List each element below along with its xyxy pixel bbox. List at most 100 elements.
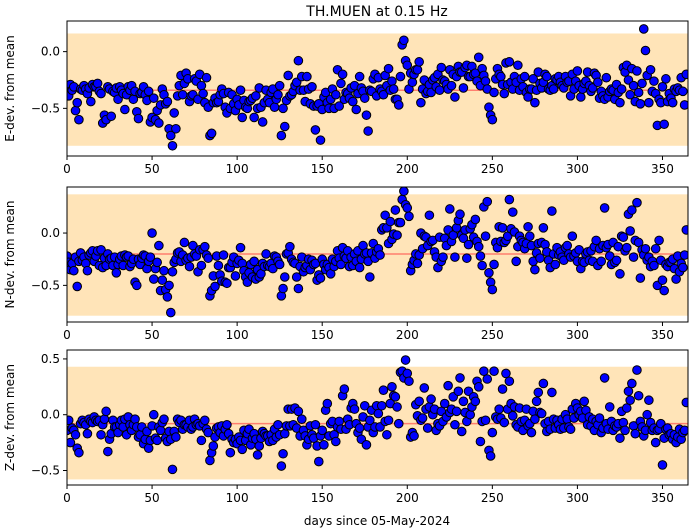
data-point (203, 253, 214, 263)
data-point (547, 206, 557, 216)
y-tick-label: −0.5 (31, 278, 60, 292)
data-point (274, 259, 285, 270)
panel-z-dev: 0 50 100 150 200 250 300 350 0.5 0.0 −0.5 Z-dev. fr… (3, 349, 689, 505)
data-point (225, 447, 236, 458)
data-point (283, 70, 293, 81)
data-point (147, 228, 157, 238)
data-point (378, 385, 389, 395)
data-point (222, 419, 232, 430)
data-point (285, 241, 295, 252)
data-point (336, 78, 346, 89)
data-point (443, 380, 453, 391)
data-point (365, 415, 375, 426)
plot-area-z (67, 355, 688, 480)
data-point (426, 394, 436, 404)
x-tick-label: 50 (144, 491, 159, 505)
data-point (99, 414, 110, 424)
data-point (177, 89, 188, 100)
data-point (130, 414, 140, 424)
panel-n-dev: 0 50 100 150 200 250 300 350 0.0 −0.5 N-dev. from … (3, 186, 689, 342)
data-point (148, 93, 159, 103)
data-point (644, 395, 654, 406)
data-point (511, 256, 521, 267)
data-point (331, 436, 341, 447)
data-point (594, 413, 605, 423)
data-point (438, 252, 448, 262)
x-tick-label: 100 (226, 328, 249, 342)
figure-title: TH.MUEN at 0.15 Hz (305, 4, 447, 20)
x-tick-label: 250 (481, 162, 504, 176)
axes-frame (66, 349, 689, 486)
data-point (359, 93, 370, 103)
data-point (339, 384, 350, 394)
data-point (278, 283, 288, 294)
data-point (667, 97, 678, 108)
y-tick-label: 0.0 (41, 45, 60, 59)
y-tick-label: −0.5 (31, 463, 60, 477)
data-point (599, 373, 610, 383)
data-point (159, 265, 169, 276)
data-point (494, 404, 504, 414)
y-axis-label-n: N-dev. from mean (3, 201, 17, 309)
data-point (475, 251, 486, 261)
data-point (279, 428, 290, 439)
data-point (273, 419, 283, 430)
data-point (416, 97, 426, 108)
data-point (635, 273, 646, 283)
data-point (354, 423, 365, 433)
data-point (480, 415, 491, 426)
y-axis-label-e: E-dev. from mean (3, 35, 17, 141)
data-point (635, 99, 646, 109)
data-point (257, 117, 268, 127)
data-point (640, 243, 651, 254)
data-point (633, 87, 644, 98)
data-point (334, 416, 345, 427)
data-point (337, 69, 348, 80)
data-point (458, 83, 469, 93)
data-point (382, 429, 392, 440)
data-point (650, 437, 661, 448)
data-point (383, 63, 394, 74)
data-point (331, 89, 341, 100)
data-point (615, 433, 625, 443)
data-point (82, 428, 93, 439)
data-point (649, 76, 659, 86)
data-point (395, 71, 406, 82)
data-point (334, 101, 345, 111)
data-point (268, 263, 278, 274)
data-point (402, 203, 413, 213)
data-point (404, 211, 414, 222)
data-point (507, 207, 518, 217)
data-point (404, 376, 414, 387)
data-point (632, 197, 642, 208)
data-point (550, 259, 561, 270)
data-point (162, 96, 173, 107)
x-tick-label: 350 (651, 162, 674, 176)
y-tick-label: 0.0 (41, 408, 60, 422)
data-point (106, 111, 117, 122)
data-point (632, 66, 642, 76)
data-point (361, 110, 372, 120)
data-point (657, 82, 668, 92)
x-tick-label: 250 (481, 491, 504, 505)
data-point (74, 447, 84, 458)
x-tick-label: 150 (311, 491, 334, 505)
data-point (504, 376, 515, 387)
data-point (361, 440, 372, 450)
data-point (252, 450, 263, 460)
data-point (171, 432, 181, 442)
data-point (475, 436, 486, 447)
data-point (450, 419, 460, 430)
data-point (82, 265, 93, 276)
data-point (611, 255, 622, 266)
data-point (400, 355, 411, 365)
data-point (496, 71, 506, 82)
x-axis-label: days since 05-May-2024 (304, 514, 450, 528)
data-point (591, 235, 601, 246)
data-point (402, 368, 413, 379)
data-point (657, 460, 668, 470)
data-point (293, 55, 304, 66)
data-point (399, 187, 409, 196)
data-point (489, 87, 499, 98)
data-point (497, 223, 508, 233)
